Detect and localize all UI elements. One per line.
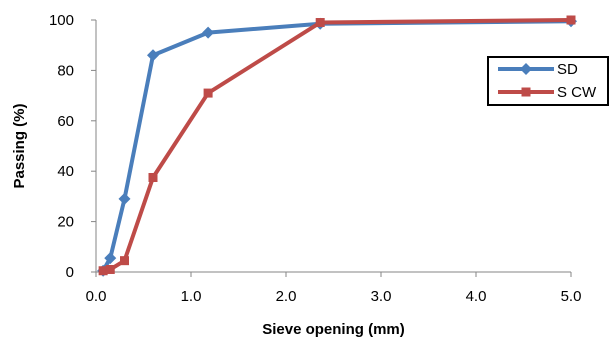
y-tick-label: 40 [57,163,74,180]
series-sd [97,15,577,277]
y-tick-label: 100 [49,12,74,29]
series-s-cw [98,15,576,276]
legend-label: SD [557,61,578,78]
x-tick-label: 4.0 [466,288,487,305]
data-point [118,192,131,205]
legend-label: S CW [557,84,597,101]
legend-item: S CW [498,84,597,101]
data-point [566,15,576,25]
x-tick-label: 1.0 [181,288,202,305]
series [97,15,577,277]
x-tick-label: 2.0 [276,288,297,305]
data-point [120,256,129,266]
legend: SD S CW [487,56,609,106]
y-ticks: 0 20 40 60 80 100 [49,12,96,281]
data-point [98,266,108,276]
axes [95,20,571,273]
y-tick-label: 60 [57,113,74,130]
data-point [203,88,213,98]
data-point [104,252,117,265]
y-tick-label: 80 [57,62,74,79]
x-axis-title: Sieve opening (mm) [262,321,405,338]
legend-marker [521,87,531,97]
y-tick-label: 0 [66,264,74,281]
y-tick-label: 20 [57,214,74,231]
data-point [147,49,159,62]
data-point [148,173,158,182]
data-point [105,264,115,274]
x-ticks: 0.0 1.0 2.0 3.0 4.0 5.0 [86,272,582,305]
legend-marker [520,63,532,75]
data-point [315,18,325,28]
x-tick-label: 0.0 [86,288,107,305]
x-tick-label: 5.0 [561,288,582,305]
x-tick-label: 3.0 [371,288,392,305]
y-axis-title: Passing (%) [11,103,28,188]
legend-box [487,56,609,106]
data-point [202,26,215,39]
legend-item: SD [498,61,578,78]
